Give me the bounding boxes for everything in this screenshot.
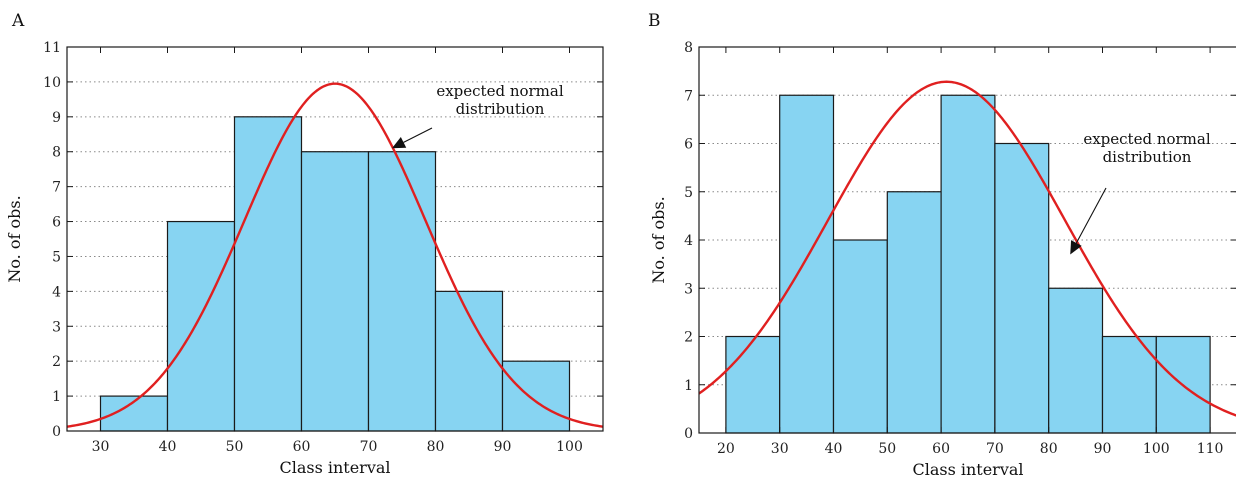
y-tick-label: 1: [52, 389, 61, 405]
x-tick-label: 40: [159, 439, 177, 455]
histogram-bar: [886, 191, 942, 434]
panel-label: A: [11, 11, 25, 31]
y-tick-label: 6: [684, 137, 693, 153]
histogram-bar: [434, 290, 504, 432]
y-tick-label: 6: [52, 215, 61, 231]
annotation-arrow-head: [1070, 240, 1082, 255]
annotation-text: distribution: [1103, 148, 1192, 166]
histogram-bar: [779, 94, 835, 434]
histogram-bar: [725, 335, 781, 434]
y-tick-label: 11: [43, 40, 61, 56]
histogram-bar: [832, 239, 888, 434]
y-tick-label: 0: [684, 426, 693, 442]
x-tick-label: 60: [932, 441, 950, 457]
y-tick-label: 0: [52, 424, 61, 440]
y-tick-label: 4: [684, 233, 693, 249]
y-tick-label: 7: [684, 88, 693, 104]
annotation-text: expected normal: [436, 82, 564, 100]
panel-label: B: [648, 11, 661, 31]
x-tick-label: 70: [360, 439, 378, 455]
y-tick-label: 7: [52, 180, 61, 196]
y-tick-label: 4: [52, 284, 61, 300]
x-tick-label: 80: [1040, 441, 1058, 457]
annotation-arrow-line: [1075, 187, 1107, 244]
axes-frame: [66, 46, 604, 432]
chart-panel-b: 20 30 40 50 60 70 80 90 100 110 0 1 2 3 4 5 6 7 8 Class int…: [648, 11, 1236, 478]
x-tick-label: 30: [92, 439, 110, 455]
x-tick-label: 20: [717, 441, 735, 457]
x-tick-label: 50: [226, 439, 244, 455]
histogram-bar: [994, 142, 1050, 434]
y-tick-label: 3: [52, 319, 61, 335]
y-tick-label: 9: [52, 110, 61, 126]
y-tick-label: 10: [43, 75, 61, 91]
histogram-bar: [1101, 335, 1157, 434]
y-tick-label: 2: [684, 330, 693, 346]
x-tick-label: 90: [494, 439, 512, 455]
x-tick-label: 50: [878, 441, 896, 457]
x-tick-label: 70: [986, 441, 1004, 457]
histogram-bar: [233, 116, 303, 432]
y-axis-label: No. of obs.: [5, 195, 24, 282]
histogram-bar: [166, 220, 236, 432]
histogram-bar: [501, 360, 571, 432]
x-tick-label: 80: [427, 439, 445, 455]
y-tick-label: 5: [684, 185, 693, 201]
x-tick-label: 90: [1094, 441, 1112, 457]
normal-curve: [699, 80, 1236, 417]
annotation-text: expected normal: [1083, 130, 1211, 148]
x-tick-label: 110: [1197, 441, 1224, 457]
histogram-bar: [1048, 287, 1104, 434]
x-tick-label: 60: [293, 439, 311, 455]
chart-panel-a: 30 40 50 60 70 80 90 100 0 1 2 3 4 5 6 7 8 9 10 11 Class int…: [5, 11, 604, 477]
y-tick-label: 2: [52, 354, 61, 370]
annotation-arrow-head: [391, 137, 407, 149]
histogram-bar: [300, 151, 370, 432]
y-tick-label: 5: [52, 249, 61, 265]
y-tick-label: 3: [684, 281, 693, 297]
histogram-bar: [367, 151, 437, 432]
annotation-text: distribution: [456, 100, 545, 118]
y-axis-label: No. of obs.: [649, 196, 668, 283]
x-tick-label: 100: [556, 439, 583, 455]
y-tick-label: 8: [52, 145, 61, 161]
histogram-bar: [940, 94, 996, 434]
y-tick-label: 1: [684, 378, 693, 394]
y-tick-label: 8: [684, 40, 693, 56]
annotation-arrow-line: [403, 127, 433, 143]
normal-curve: [67, 82, 603, 428]
x-tick-label: 100: [1143, 441, 1170, 457]
x-tick-label: 30: [771, 441, 789, 457]
x-axis-label: Class interval: [912, 460, 1023, 478]
x-tick-label: 40: [825, 441, 843, 457]
x-axis-label: Class interval: [279, 458, 390, 477]
